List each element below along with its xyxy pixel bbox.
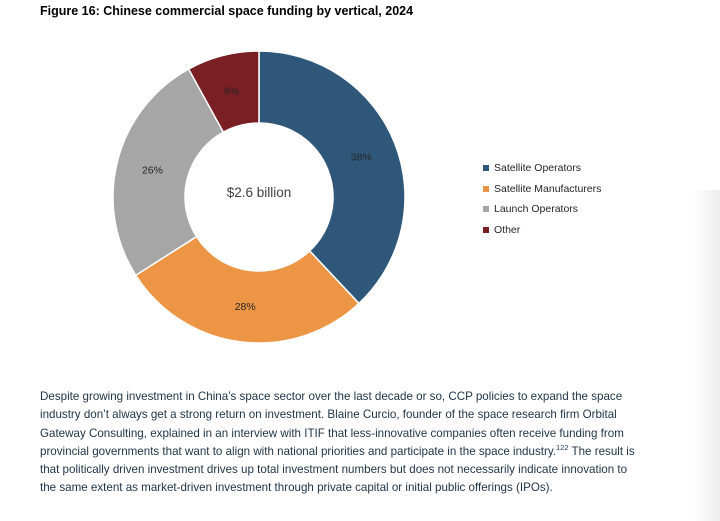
legend-label: Satellite Manufacturers [494, 182, 602, 195]
legend-swatch [483, 206, 489, 213]
legend-item-satellite-operators: Satellite Operators [483, 158, 601, 179]
legend-label: Launch Operators [494, 203, 579, 216]
legend-label: Other [494, 223, 521, 236]
donut-chart: 38% 28% 26% 8% $2.6 billion [112, 50, 406, 344]
legend-swatch [483, 226, 489, 233]
slice-label-satellite-manufacturers: 28% [235, 301, 256, 313]
donut-center-label: $2.6 billion [227, 185, 292, 200]
legend-item-satellite-manufacturers: Satellite Manufacturers [483, 179, 601, 200]
slice-label-other: 8% [224, 85, 239, 97]
donut-slice-launch-operators [112, 68, 225, 277]
body-text-part1: Despite growing investment in China’s sp… [40, 390, 624, 458]
slice-labels: 38% 28% 26% 8% [142, 85, 372, 313]
legend-swatch [483, 165, 489, 172]
legend-label: Satellite Operators [494, 162, 581, 175]
chart-legend: Satellite Operators Satellite Manufactur… [483, 158, 601, 240]
figure-title: Figure 16: Chinese commercial space fund… [40, 4, 414, 18]
donut-slices [112, 50, 406, 344]
slice-label-launch-operators: 26% [142, 165, 163, 177]
slice-label-satellite-operators: 38% [351, 152, 372, 164]
footnote-marker: 122 [556, 443, 569, 453]
body-paragraph: Despite growing investment in China’s sp… [40, 388, 640, 498]
body-text-part2: The result is that politically driven in… [40, 444, 635, 495]
donut-slice-satellite-operators [258, 50, 406, 305]
legend-swatch [483, 185, 489, 192]
legend-item-launch-operators: Launch Operators [483, 199, 601, 220]
page-edge-shadow [694, 190, 720, 521]
legend-item-other: Other [483, 220, 601, 241]
donut-slice-satellite-manufacturers [134, 235, 361, 344]
donut-slice-other [187, 50, 260, 134]
